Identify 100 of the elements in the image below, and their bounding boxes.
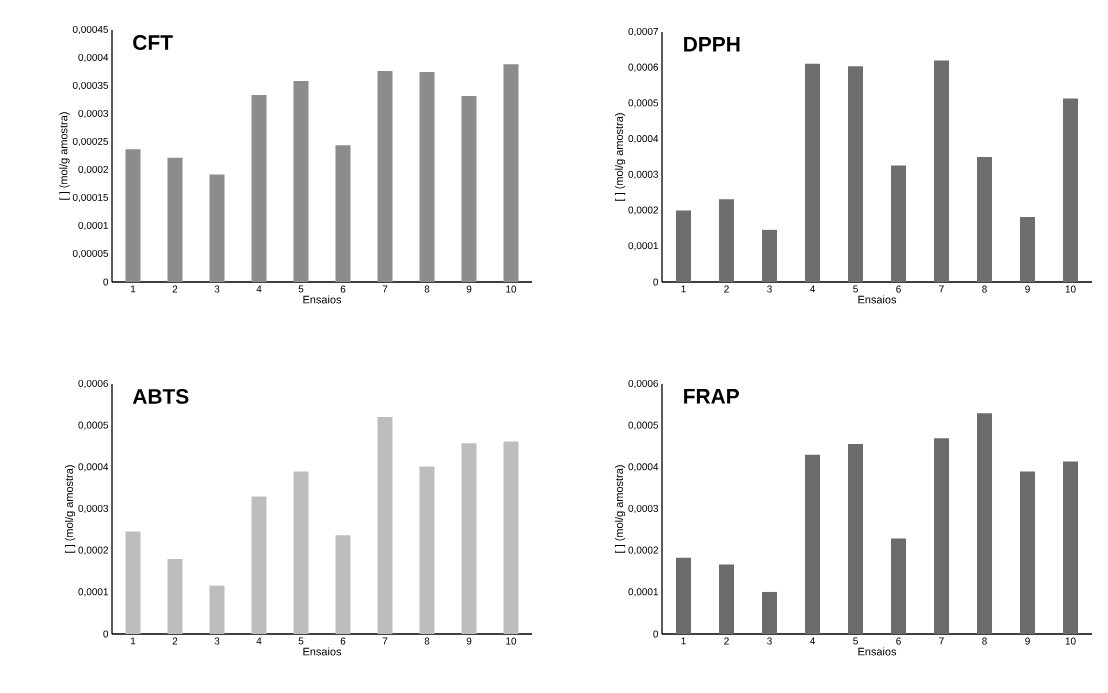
x-tick-label: 5 [298,285,304,293]
bar [335,145,351,282]
bar [167,559,183,634]
bar [805,63,821,282]
bar [461,443,477,634]
bar [805,454,821,634]
bar [419,466,435,634]
bar [293,80,309,282]
bar [977,413,993,634]
bar [335,535,351,634]
y-tick-label: 0,00045 [72,25,109,35]
y-tick-label: 0,0003 [628,170,659,179]
y-tick-label: 0,0001 [628,242,658,251]
x-axis-title: Ensaios [858,647,897,656]
x-tick-label: 6 [340,637,346,645]
bar [762,229,778,282]
bar [1020,471,1036,634]
chart-title: ABTS [132,389,189,404]
x-tick-label: 1 [131,285,136,293]
x-tick-label: 7 [382,285,388,293]
bar [167,157,183,282]
x-tick-label: 2 [172,285,178,293]
x-tick-label: 9 [1025,637,1030,645]
y-tick-label: 0,0005 [628,99,659,108]
y-axis-title: [ ] (mol/g amostra) [59,112,70,200]
y-tick-label: 0,0002 [628,546,658,555]
x-tick-label: 9 [466,637,472,645]
x-tick-label: 2 [172,637,178,645]
y-tick-label: 0,00005 [72,249,109,259]
bar [934,60,950,282]
x-tick-label: 3 [767,637,772,645]
bar [251,94,267,282]
y-tick-label: 0,0006 [78,379,109,389]
y-axis-title: [ ] (mol/g amostra) [64,465,76,553]
x-tick-label: 10 [506,637,517,645]
y-tick-label: 0 [653,278,659,286]
bar [848,66,864,282]
x-tick-label: 4 [809,285,815,293]
x-tick-label: 8 [982,285,987,293]
bar [503,441,519,634]
y-tick-label: 0 [103,630,109,638]
y-tick-label: 0,0004 [628,463,659,472]
bar [1063,98,1079,282]
y-tick-label: 0,0001 [78,588,108,597]
y-tick-label: 0,00025 [72,137,109,147]
x-tick-label: 1 [681,637,686,645]
y-tick-label: 0,0003 [628,504,659,514]
bar [503,64,519,282]
y-tick-label: 0,00035 [72,81,109,91]
x-tick-label: 2 [724,285,729,293]
bar [934,438,950,634]
y-tick-label: 0 [103,278,109,286]
bar [719,199,735,282]
x-tick-label: 8 [424,285,430,293]
x-tick-label: 9 [1025,285,1030,293]
y-tick-label: 0,0004 [628,135,659,144]
y-tick-label: 0,0002 [78,546,108,555]
x-tick-label: 7 [939,285,944,293]
bar [209,174,225,282]
x-tick-label: 3 [214,637,220,645]
y-tick-label: 0,0004 [78,463,109,472]
y-tick-label: 0,0003 [78,109,109,119]
bar [1063,461,1079,634]
x-tick-label: 6 [896,285,901,293]
y-tick-label: 0 [653,630,659,638]
x-tick-label: 4 [256,637,262,645]
x-tick-label: 10 [1065,285,1076,293]
bar [891,165,907,282]
chart-title: DPPH [684,37,740,52]
bar [293,471,309,634]
bar [251,496,267,634]
x-tick-label: 4 [256,285,262,293]
y-tick-label: 0,0001 [78,221,108,231]
x-tick-label: 6 [340,285,346,293]
y-tick-label: 0,0003 [78,504,109,514]
y-tick-label: 0,0007 [628,27,658,37]
x-tick-label: 4 [809,637,815,645]
bar [419,72,435,282]
bar [891,538,907,634]
x-tick-label: 1 [131,637,136,645]
x-tick-label: 6 [896,637,901,645]
bar [1020,217,1036,282]
y-tick-label: 0,0005 [628,421,659,430]
x-tick-label: 9 [466,285,472,293]
x-axis-title: Ensaios [858,295,897,304]
bar [377,70,393,282]
y-tick-label: 0,0006 [628,63,659,72]
x-tick-label: 8 [982,637,987,645]
y-tick-label: 0,00015 [72,193,109,203]
chart-title: FRAP [684,389,739,404]
x-tick-label: 7 [939,637,944,645]
bar [676,210,692,282]
y-tick-label: 0,0006 [628,379,659,389]
x-tick-label: 7 [382,637,388,645]
bar [125,149,141,282]
x-tick-label: 2 [724,637,729,645]
y-tick-label: 0,0001 [628,588,658,597]
bar [676,557,692,634]
y-tick-label: 0,0004 [78,53,109,63]
x-axis-title: Ensaios [303,295,342,304]
